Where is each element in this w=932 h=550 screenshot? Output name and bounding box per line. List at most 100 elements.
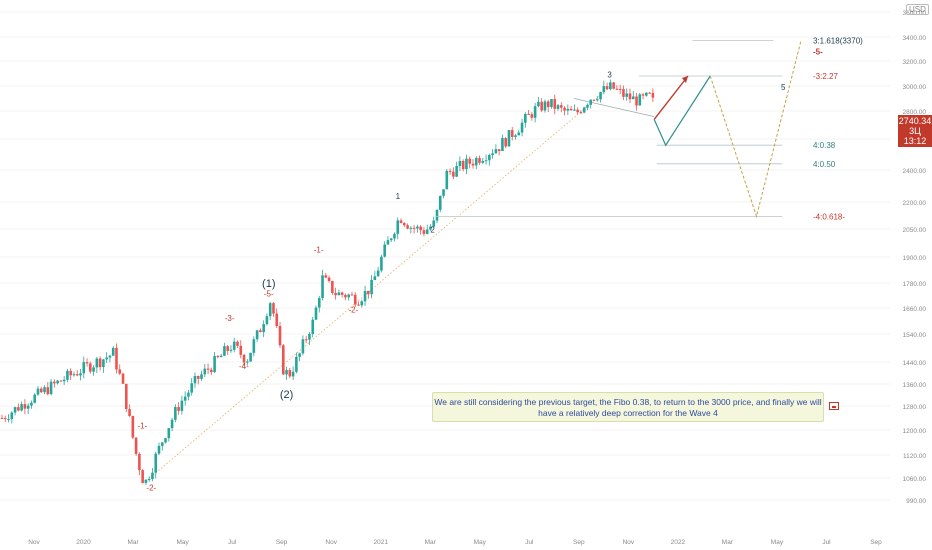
y-axis: 3600.003400.003200.003000.002800.002600.… [903,10,927,505]
candle-body [30,402,33,406]
x-tick-label: Nov [28,539,40,546]
x-tick-label: Jul [822,539,831,546]
candle-body [435,209,439,221]
candle-body [239,345,243,355]
candle-body [409,227,413,229]
candle-body [618,88,622,90]
candle-body [471,163,475,166]
x-tick-label: Jul [525,539,534,546]
candle-body [314,307,318,320]
candle-body [102,359,105,368]
candle-body [98,358,102,368]
candle-body [540,101,543,111]
candle-body [622,89,625,97]
last-price-value: 2740.34 [898,116,932,126]
wave-label: -5- [264,290,274,299]
candle-body [72,374,76,376]
x-tick-label: Mar [722,539,734,546]
projection-red-arrow [653,75,689,120]
candle-body [448,170,452,172]
x-tick-label: Mar [127,539,139,546]
candle-body [317,298,321,308]
candle-body [380,256,383,271]
candle-body [347,294,350,298]
candle-body [75,374,79,376]
candle-body [553,99,557,109]
candle-body [425,229,429,234]
candle-body [452,171,455,177]
candle-body [445,170,449,190]
candle-body [213,356,216,373]
candle-body [363,290,367,302]
candle-body [268,303,272,317]
y-tick-label: 3200.00 [903,59,927,66]
currency-badge[interactable]: USD [906,4,929,15]
x-tick-label: May [474,539,487,546]
candle-body [187,392,190,397]
candle-body [615,88,619,90]
candle-body [82,362,86,374]
candle-body [373,276,377,281]
candle-body [193,375,197,384]
x-tick-label: 2020 [76,539,91,546]
candle-body [360,301,364,306]
candle-body [0,418,4,419]
x-tick-label: Jul [228,539,237,546]
candle-body [278,326,282,346]
wave-label: -2- [146,484,156,493]
projection-teal-path [653,75,711,147]
candle-body [648,92,651,94]
note-image-icon[interactable] [829,402,839,410]
annotation-note[interactable]: We are still considering the previous ta… [432,392,824,422]
candle-body [386,240,390,245]
candle-body [157,445,161,454]
candle-body [628,93,632,100]
y-tick-label: 3400.00 [903,35,927,42]
candle-body [36,388,40,395]
candle-body [488,155,491,161]
candle-body [543,101,547,111]
candle-body [111,347,115,356]
wave-label: 1 [396,192,401,201]
fib-label: 4:0.38 [813,141,836,150]
candle-body [638,94,642,106]
last-price-tag: 2740.34 3Ц 13:12 [898,115,932,147]
candle-body [337,292,341,296]
candle-body [376,270,380,277]
y-tick-label: 1280.00 [903,404,927,411]
candle-body [167,428,171,439]
candle-body [357,304,360,306]
candle-body [569,108,573,111]
candle-body [344,294,347,298]
candle-body [340,292,344,295]
candle-body [308,333,311,340]
wave-label: (2) [280,389,293,401]
candle-body [232,341,236,350]
candle-body [170,419,174,429]
candle-body [285,370,288,375]
candle-body [635,96,638,106]
candle-body [108,355,112,358]
candle-body [265,316,269,325]
candle-body [223,346,226,356]
candle-body [141,470,144,483]
y-tick-label: 1120.00 [903,453,926,460]
candle-body [281,345,285,375]
wave-label: 3 [607,70,612,79]
candle-body [124,383,128,410]
candle-body [579,112,583,114]
fib-label: -5- [813,47,823,56]
candle-body [432,220,436,227]
grid [0,11,890,501]
candle-body [203,368,207,375]
candle-body [406,225,409,229]
candle-body [69,370,72,376]
candle-body [210,369,213,373]
candle-body [164,438,167,443]
y-tick-label: 1360.00 [903,382,927,389]
candle-body [134,437,138,454]
candle-body [393,233,396,239]
candle-body [566,108,570,111]
candle-body [7,419,10,421]
